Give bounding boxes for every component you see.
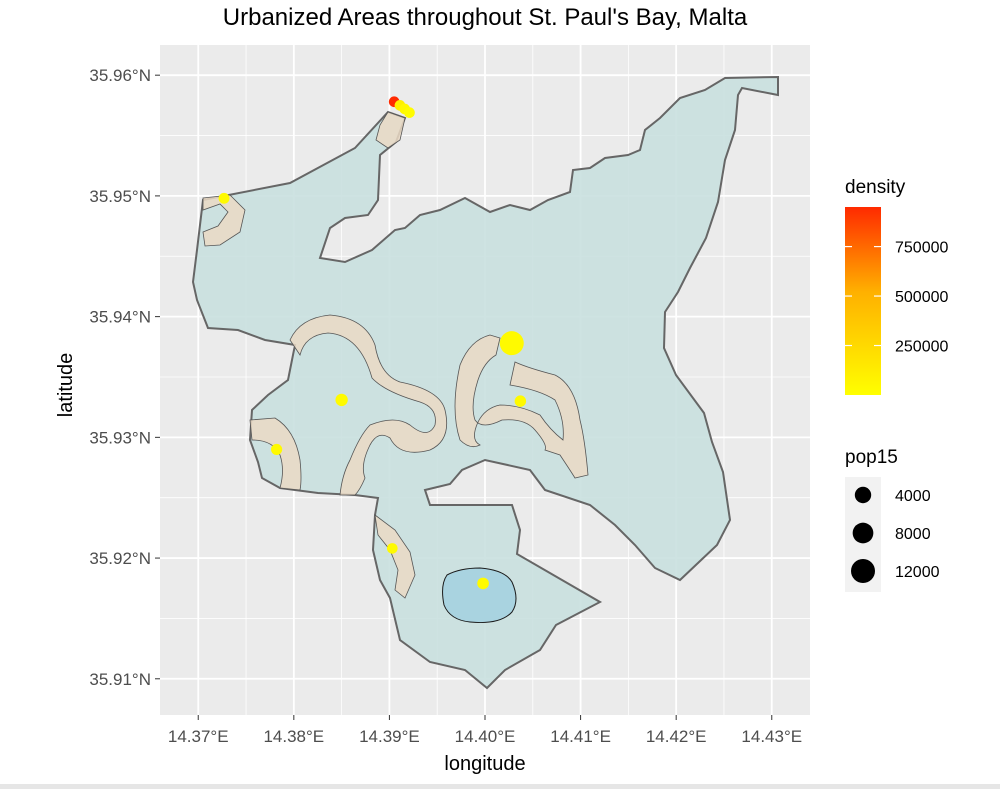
window-bottom-edge: [0, 784, 1000, 789]
x-tick-label: 14.39°E: [359, 727, 420, 746]
y-tick-label: 35.92°N: [89, 549, 151, 568]
data-point: [218, 192, 230, 204]
legend-pop15-key: [852, 522, 874, 544]
legend-density-label: 500000: [895, 289, 948, 306]
x-tick-label: 14.37°E: [168, 727, 229, 746]
y-tick-label: 35.91°N: [89, 670, 151, 689]
legend-pop15-keys: 4000 8000 12000: [851, 486, 940, 583]
inland-water: [442, 567, 517, 623]
data-point: [335, 393, 348, 407]
data-point: [477, 577, 489, 590]
x-axis: 14.37°E 14.38°E 14.39°E 14.40°E 14.41°E 14.42…: [168, 715, 802, 746]
urbanized-areas: [202, 111, 589, 599]
chart-title: Urbanized Areas throughout St. Paul's Ba…: [222, 4, 748, 31]
urban-band-south: [374, 514, 416, 599]
legend-density-label: 750000: [895, 240, 948, 257]
y-tick-label: 35.94°N: [89, 308, 151, 327]
urban-band-central-east: [454, 334, 589, 479]
x-axis-title: longitude: [444, 753, 525, 775]
legend-pop15-label: 4000: [895, 488, 931, 505]
data-point: [271, 443, 283, 456]
y-axis: 35.91°N 35.92°N 35.93°N 35.94°N 35.95°N 35.96…: [89, 66, 160, 689]
legend-pop15-title: pop15: [845, 447, 898, 468]
legend-pop15-label: 12000: [895, 564, 940, 581]
data-point: [386, 543, 398, 554]
legend-density-colorbar: [845, 207, 881, 395]
data-point: [514, 395, 527, 407]
legend-density-label: 250000: [895, 339, 948, 356]
legend-density-title: density: [845, 177, 906, 198]
data-points: [218, 96, 527, 590]
y-tick-label: 35.93°N: [89, 428, 151, 447]
x-tick-label: 14.43°E: [741, 727, 802, 746]
urban-band-north-tip: [375, 111, 406, 149]
legend-density-ticks: 750000 500000 250000: [845, 240, 948, 356]
y-tick-label: 35.96°N: [89, 66, 151, 85]
y-axis-title: latitude: [55, 353, 77, 418]
urban-band-northwest: [202, 194, 246, 247]
x-tick-label: 14.40°E: [455, 727, 516, 746]
legend-density: density 750000 500000 250000: [845, 177, 948, 395]
data-point: [499, 331, 524, 356]
x-tick-label: 14.38°E: [263, 727, 324, 746]
x-tick-label: 14.41°E: [550, 727, 611, 746]
y-tick-label: 35.95°N: [89, 187, 151, 206]
urban-band-central-west: [289, 314, 448, 496]
legend-pop15-key: [854, 486, 872, 504]
legend-pop15: pop15 4000 8000 12000: [845, 447, 940, 592]
data-point: [404, 107, 415, 118]
legend-pop15-label: 8000: [895, 526, 931, 543]
x-tick-label: 14.42°E: [646, 727, 707, 746]
legend-pop15-key: [851, 559, 875, 583]
